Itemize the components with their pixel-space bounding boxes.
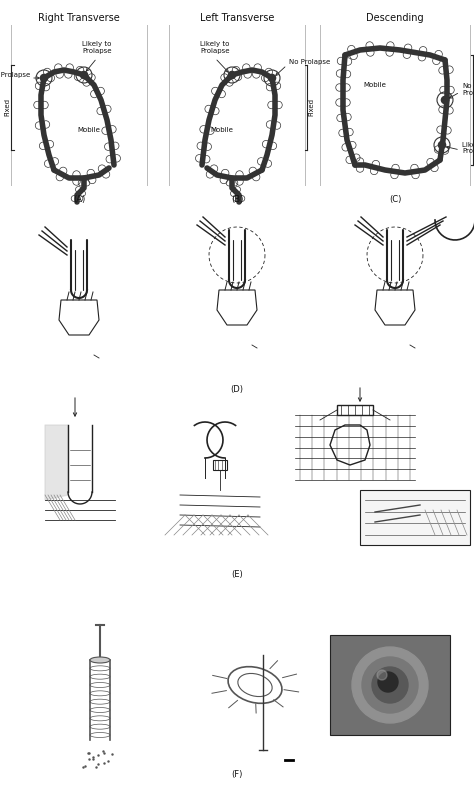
Circle shape — [377, 670, 387, 680]
Bar — [360, 490, 470, 545]
Bar — [330, 635, 450, 735]
Text: (A): (A) — [73, 195, 85, 204]
Text: Mobile: Mobile — [210, 127, 233, 133]
Circle shape — [372, 667, 408, 703]
Circle shape — [268, 74, 275, 82]
Text: Right Transverse: Right Transverse — [38, 13, 120, 23]
Text: (B): (B) — [231, 195, 243, 204]
Text: Mobile: Mobile — [78, 127, 100, 133]
Bar — [213, 460, 227, 470]
Circle shape — [438, 142, 446, 149]
Text: (D): (D) — [230, 385, 244, 394]
Text: Descending: Descending — [366, 13, 424, 23]
Text: Likely to
Prolapse: Likely to Prolapse — [200, 41, 230, 54]
Text: No Prolapse: No Prolapse — [0, 72, 30, 78]
Text: (C): (C) — [389, 195, 401, 204]
Polygon shape — [45, 425, 68, 500]
Circle shape — [441, 96, 448, 104]
Text: Fixed: Fixed — [4, 98, 10, 116]
Text: Likely to
Prolapse: Likely to Prolapse — [82, 41, 112, 54]
Text: (F): (F) — [231, 770, 243, 779]
Circle shape — [228, 71, 236, 78]
Circle shape — [40, 74, 47, 82]
Text: Mobile: Mobile — [364, 82, 386, 88]
Text: Likely to
Prolapse: Likely to Prolapse — [462, 142, 474, 154]
Text: Fixed: Fixed — [308, 98, 314, 116]
Text: No
Prolapse: No Prolapse — [462, 82, 474, 95]
Text: Left Transverse: Left Transverse — [200, 13, 274, 23]
Circle shape — [81, 71, 88, 78]
Text: No Prolapse: No Prolapse — [289, 59, 330, 65]
Ellipse shape — [90, 657, 110, 663]
Circle shape — [362, 657, 418, 713]
Text: (E): (E) — [231, 570, 243, 579]
Circle shape — [352, 647, 428, 723]
Circle shape — [378, 672, 398, 692]
